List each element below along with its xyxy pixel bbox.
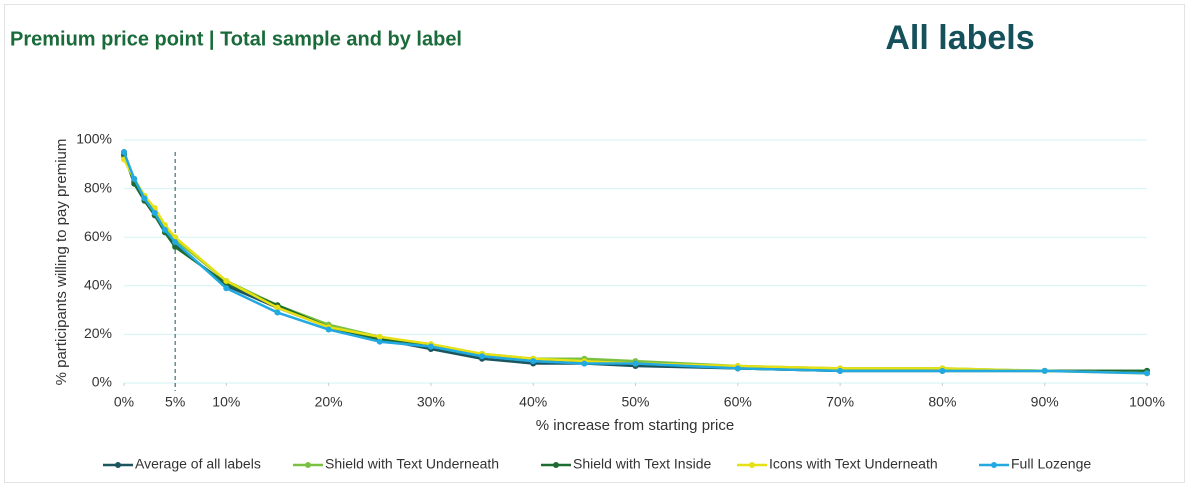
panel: [4, 4, 1185, 483]
series-line: [122, 151, 1148, 375]
y-tick-label: 80%: [84, 179, 112, 195]
x-tick-label: 50%: [621, 394, 649, 410]
y-tick-label: 40%: [84, 277, 112, 293]
x-tick-label: 10%: [212, 394, 240, 410]
y-tick-label: 60%: [84, 228, 112, 244]
chart-subtitle: All labels: [885, 19, 1034, 57]
point: [1144, 370, 1150, 377]
x-tick-label: 100%: [1129, 394, 1165, 410]
x-tick-label: 40%: [519, 394, 547, 410]
point: [837, 367, 844, 374]
point: [376, 333, 383, 340]
legend-marker: [553, 462, 559, 468]
point: [376, 338, 383, 345]
y-tick-label: 20%: [84, 325, 112, 341]
legend-marker: [991, 462, 997, 468]
y-axis-label: % participants willing to pay premium: [53, 139, 70, 386]
legend-label: Full Lozenge: [1011, 456, 1091, 472]
point: [161, 226, 168, 233]
point: [151, 209, 158, 216]
point: [325, 326, 332, 333]
legend-marker: [115, 462, 121, 468]
point: [131, 175, 138, 182]
legend-marker: [305, 462, 311, 468]
point: [1041, 367, 1048, 374]
x-tick-label: 20%: [315, 394, 343, 410]
legend-label: Shield with Text Underneath: [325, 456, 499, 472]
x-tick-label: 60%: [724, 394, 752, 410]
point: [172, 243, 179, 250]
x-tick-label: 30%: [417, 394, 445, 410]
point: [632, 360, 639, 367]
legend-label: Shield with Text Inside: [573, 456, 711, 472]
x-tick-label: 90%: [1031, 394, 1059, 410]
x-tick-label: 0%: [114, 394, 134, 410]
point: [223, 285, 230, 292]
point: [274, 304, 281, 311]
y-tick-label: 100%: [76, 131, 112, 147]
point: [274, 309, 281, 316]
x-tick-label: 5%: [165, 394, 185, 410]
point: [734, 365, 741, 372]
point: [530, 358, 537, 365]
legend-label: Icons with Text Underneath: [769, 456, 938, 472]
point: [427, 343, 434, 350]
legend-label: Average of all labels: [135, 456, 261, 472]
x-tick-label: 80%: [928, 394, 956, 410]
chart-title: Premium price point | Total sample and b…: [10, 28, 462, 50]
point: [172, 239, 179, 246]
point: [581, 360, 588, 367]
point: [479, 353, 486, 360]
point: [141, 195, 148, 202]
x-axis-label: % increase from starting price: [536, 417, 734, 434]
x-tick-label: 70%: [826, 394, 854, 410]
point: [939, 367, 946, 374]
y-tick-label: 0%: [92, 374, 112, 390]
point: [223, 277, 230, 284]
legend-marker: [749, 462, 755, 468]
point: [121, 149, 127, 156]
